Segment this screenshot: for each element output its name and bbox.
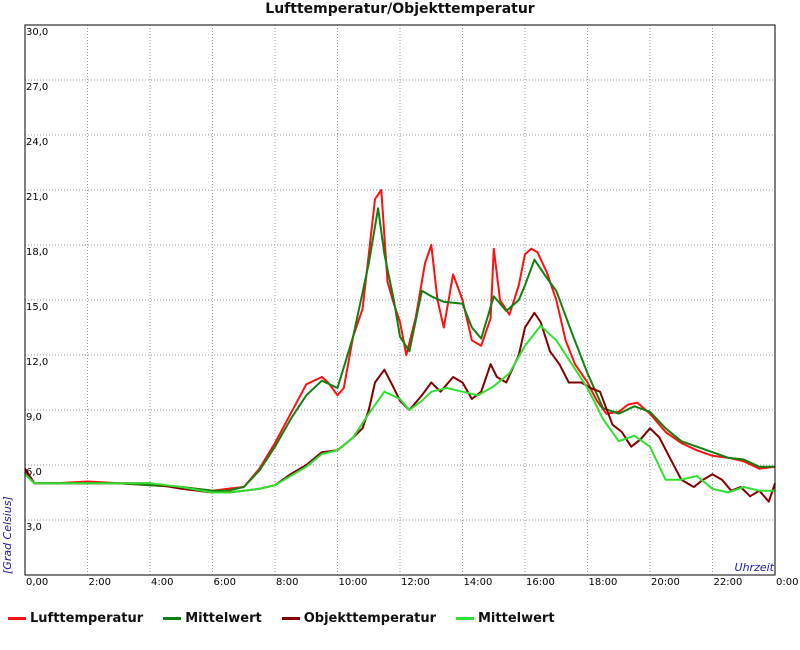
y-tick-label: 15,0 <box>26 302 48 313</box>
legend-swatch <box>163 616 182 620</box>
legend-label: Mittelwert <box>185 610 262 626</box>
legend-item-3: Objekttemperatur <box>281 610 436 626</box>
legend-swatch <box>8 616 26 620</box>
x-tick-label: 6:00 <box>214 577 236 588</box>
chart-title: Lufttemperatur/Objekttemperatur <box>265 1 535 17</box>
y-axis-label: [Grad Celsius] <box>1 496 14 574</box>
y-tick-label: 24,0 <box>26 137 48 148</box>
x-tick-label: 16:00 <box>526 577 555 588</box>
series-lines <box>24 189 776 503</box>
x-tick-label: 22:00 <box>714 577 743 588</box>
legend-swatch <box>281 616 300 620</box>
series-line-1 <box>24 189 776 492</box>
legend-label: Mittelwert <box>478 610 555 626</box>
y-tick-label: 21,0 <box>26 192 48 203</box>
x-tick-label: 12:00 <box>401 577 430 588</box>
y-tick-label: 12,0 <box>26 357 48 368</box>
grid <box>25 25 775 575</box>
legend-item-2: Mittelwert <box>163 611 262 626</box>
x-tick-label: 20:00 <box>651 577 680 588</box>
x-tick-label: 0:00 <box>776 577 798 588</box>
plot-frame <box>24 24 776 576</box>
legend-item-1: Lufttemperatur <box>8 611 143 626</box>
x-tick-label: 18:00 <box>589 577 618 588</box>
series-line-4 <box>24 324 775 494</box>
y-tick-label: 3,0 <box>26 522 42 533</box>
y-tick-label: 6,0 <box>26 467 42 478</box>
legend-swatch <box>456 616 474 620</box>
legend-label: Lufttemperatur <box>30 610 144 626</box>
legend-item-4: Mittelwert <box>456 611 555 626</box>
y-tick-label: 27,0 <box>26 82 48 93</box>
legend-label: Objekttemperatur <box>303 610 436 626</box>
axes <box>24 24 776 576</box>
y-tick-label: 9,0 <box>26 412 42 423</box>
x-tick-label: 2:00 <box>89 577 111 588</box>
y-tick-label: 18,0 <box>26 247 48 258</box>
x-axis-label: Uhrzeit <box>735 561 775 574</box>
tick-labels: 0,00 2:00 4:00 6:00 8:00 10:00 12:00 14:00 16:00… <box>26 27 798 588</box>
legend: Lufttemperatur Mittelwert Objekttemperatur… <box>8 608 575 628</box>
x-tick-label: 0,00 <box>26 577 48 588</box>
x-tick-label: 14:00 <box>464 577 493 588</box>
series-line-2 <box>24 207 775 492</box>
x-tick-label: 8:00 <box>276 577 298 588</box>
y-tick-label: 30,0 <box>26 27 48 38</box>
x-tick-label: 4:00 <box>151 577 173 588</box>
x-tick-label: 10:00 <box>339 577 368 588</box>
